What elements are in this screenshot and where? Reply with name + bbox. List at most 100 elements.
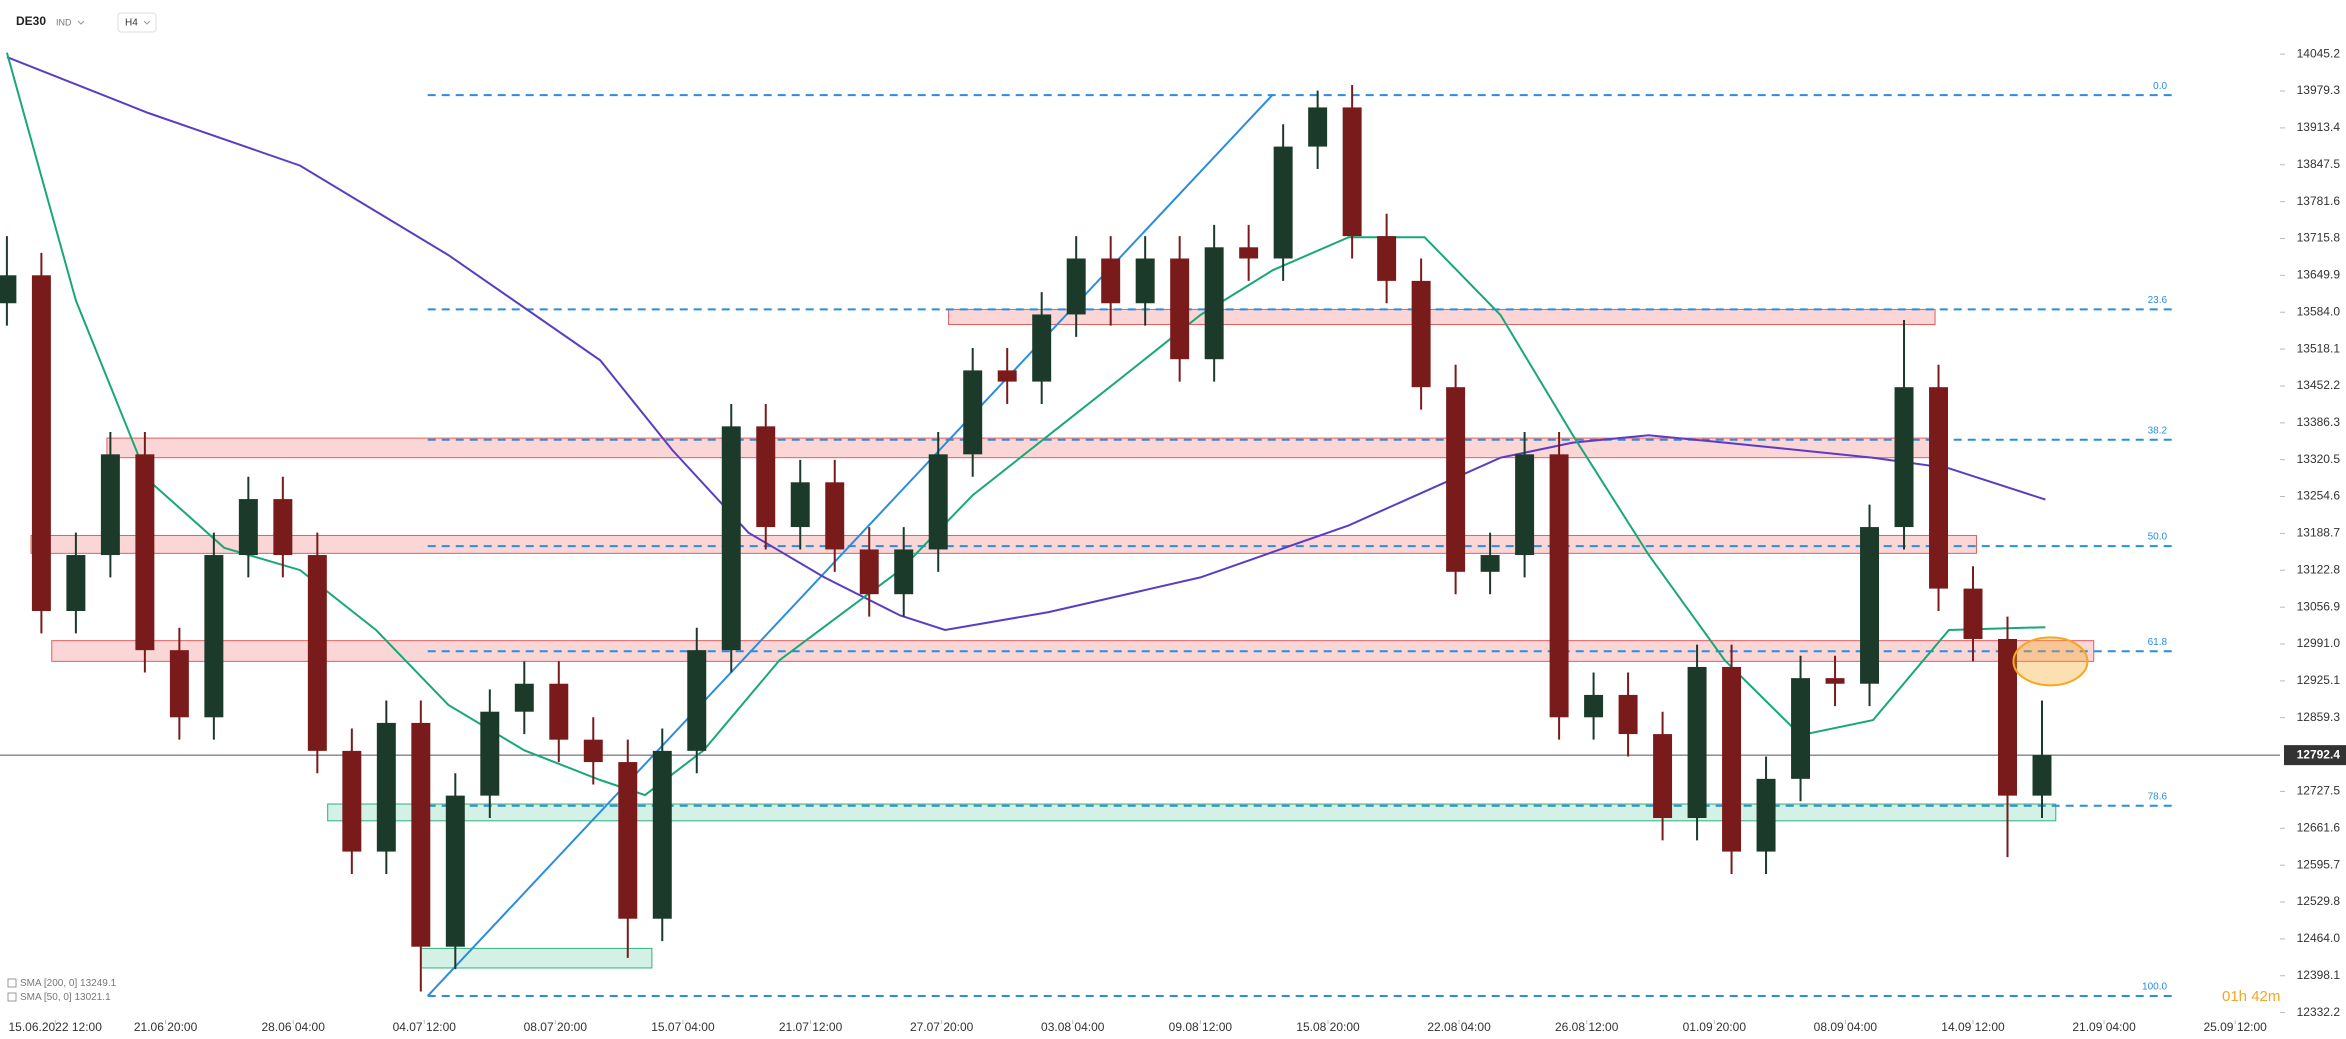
y-tick-label: 12595.7 bbox=[2297, 857, 2341, 871]
sma-line bbox=[5, 52, 2046, 797]
x-tick-label: 14.09 12:00 bbox=[1941, 1020, 2005, 1034]
candle-body bbox=[1066, 258, 1086, 315]
candle-body bbox=[238, 499, 258, 556]
y-tick-label: 12398.1 bbox=[2297, 968, 2341, 982]
x-tick-label: 15.07 04:00 bbox=[651, 1020, 715, 1034]
x-tick-label: 15.06.2022 12:00 bbox=[8, 1020, 102, 1034]
dropdown-arrow[interactable] bbox=[143, 20, 151, 25]
x-tick-label: 01.09 20:00 bbox=[1683, 1020, 1747, 1034]
fib-label: 78.6 bbox=[2148, 791, 2168, 802]
candle-body bbox=[618, 762, 638, 919]
candle-body bbox=[307, 555, 327, 751]
candle-body bbox=[928, 454, 948, 550]
candle-body bbox=[997, 370, 1017, 382]
y-tick-label: 12529.8 bbox=[2297, 894, 2341, 908]
candle-body bbox=[480, 711, 500, 796]
y-tick-label: 13452.2 bbox=[2297, 378, 2341, 392]
candle-body bbox=[1377, 236, 1397, 281]
candle-body bbox=[1722, 666, 1742, 852]
candle-body bbox=[894, 549, 914, 595]
candle-body bbox=[652, 750, 672, 919]
candle-body bbox=[1239, 247, 1259, 259]
y-tick-label: 14045.2 bbox=[2297, 46, 2341, 60]
candle-body bbox=[1791, 678, 1811, 779]
y-tick-label: 13979.3 bbox=[2297, 83, 2341, 97]
candle-body bbox=[31, 275, 51, 611]
candle-body bbox=[1584, 694, 1604, 718]
legend-entry: SMA [50, 0] 13021.1 bbox=[20, 992, 111, 1003]
fib-label: 50.0 bbox=[2148, 532, 2168, 543]
fib-label: 23.6 bbox=[2148, 295, 2168, 306]
candle-body bbox=[1273, 146, 1293, 259]
x-tick-label: 04.07 12:00 bbox=[393, 1020, 457, 1034]
candle-body bbox=[1135, 258, 1155, 304]
zone bbox=[106, 437, 1946, 459]
interval[interactable]: H4 bbox=[125, 18, 138, 29]
fib-label: 38.2 bbox=[2148, 425, 2168, 436]
candle-body bbox=[756, 426, 776, 528]
legend-value: 13249.1 bbox=[80, 978, 117, 989]
candle-body bbox=[169, 650, 189, 718]
sma-line bbox=[6, 56, 2046, 632]
x-tick-label: 03.08 04:00 bbox=[1041, 1020, 1105, 1034]
candle-body bbox=[2032, 755, 2052, 796]
y-tick-label: 13518.1 bbox=[2297, 341, 2341, 355]
candle-body bbox=[721, 426, 741, 651]
candle-body bbox=[0, 275, 17, 304]
countdown: 01h 42m bbox=[2222, 988, 2280, 1005]
y-tick-label: 13584.0 bbox=[2297, 304, 2341, 318]
x-tick-label: 09.08 12:00 bbox=[1169, 1020, 1233, 1034]
candle-body bbox=[1342, 107, 1362, 237]
x-tick-label: 21.09 04:00 bbox=[2072, 1020, 2136, 1034]
legend-icon bbox=[7, 978, 17, 988]
x-tick-label: 08.09 04:00 bbox=[1814, 1020, 1878, 1034]
y-tick-label: 13649.9 bbox=[2297, 268, 2341, 282]
candle-body bbox=[687, 650, 707, 751]
zone bbox=[30, 534, 1977, 554]
x-tick-label: 22.08 04:00 bbox=[1427, 1020, 1491, 1034]
candle-body bbox=[1101, 258, 1121, 304]
current-price-box bbox=[2284, 745, 2346, 766]
y-tick-label: 13715.8 bbox=[2297, 231, 2341, 245]
candle-body bbox=[583, 739, 603, 763]
legend-icon bbox=[7, 992, 17, 1002]
candle-body bbox=[1308, 107, 1328, 147]
candle-body bbox=[1894, 387, 1914, 528]
dropdown-arrow[interactable] bbox=[77, 20, 85, 25]
candle-body bbox=[100, 454, 120, 556]
y-tick-label: 13386.3 bbox=[2297, 415, 2341, 429]
candle-body bbox=[1204, 247, 1224, 360]
candle-body bbox=[1687, 666, 1707, 819]
y-tick-label: 13913.4 bbox=[2297, 120, 2341, 134]
candle-body bbox=[1756, 778, 1776, 852]
legend-entry: SMA [200, 0] 13249.1 bbox=[20, 978, 117, 989]
candle-body bbox=[1860, 527, 1880, 684]
x-tick-label: 21.07 12:00 bbox=[779, 1020, 843, 1034]
candle-body bbox=[1446, 387, 1466, 572]
y-tick-label: 12727.5 bbox=[2297, 784, 2341, 798]
legend-value: 13021.1 bbox=[74, 992, 111, 1003]
candle-body bbox=[514, 683, 534, 712]
candle-body bbox=[1998, 638, 2017, 796]
candle-body bbox=[825, 482, 845, 550]
candle-body bbox=[66, 555, 86, 611]
legend-name: SMA [200, 0] bbox=[20, 978, 77, 989]
x-tick-label: 15.08 20:00 bbox=[1296, 1020, 1360, 1034]
candle-body bbox=[1480, 555, 1500, 572]
x-tick-label: 25.09 12:00 bbox=[2203, 1020, 2267, 1034]
y-tick-label: 13122.8 bbox=[2297, 562, 2341, 576]
candle-body bbox=[549, 683, 569, 740]
x-tick-label: 08.07 20:00 bbox=[524, 1020, 588, 1034]
candle-body bbox=[204, 555, 224, 718]
x-tick-label: 26.08 12:00 bbox=[1555, 1020, 1619, 1034]
interval-button[interactable] bbox=[117, 12, 157, 33]
symbol: DE30 bbox=[16, 14, 46, 28]
candle-body bbox=[859, 549, 879, 595]
y-tick-label: 13320.5 bbox=[2297, 452, 2341, 466]
candle-body bbox=[1929, 387, 1949, 589]
y-tick-label: 13056.9 bbox=[2297, 599, 2341, 613]
candle-body bbox=[1170, 258, 1190, 360]
zone bbox=[948, 308, 1936, 326]
candle-body bbox=[1618, 694, 1638, 735]
